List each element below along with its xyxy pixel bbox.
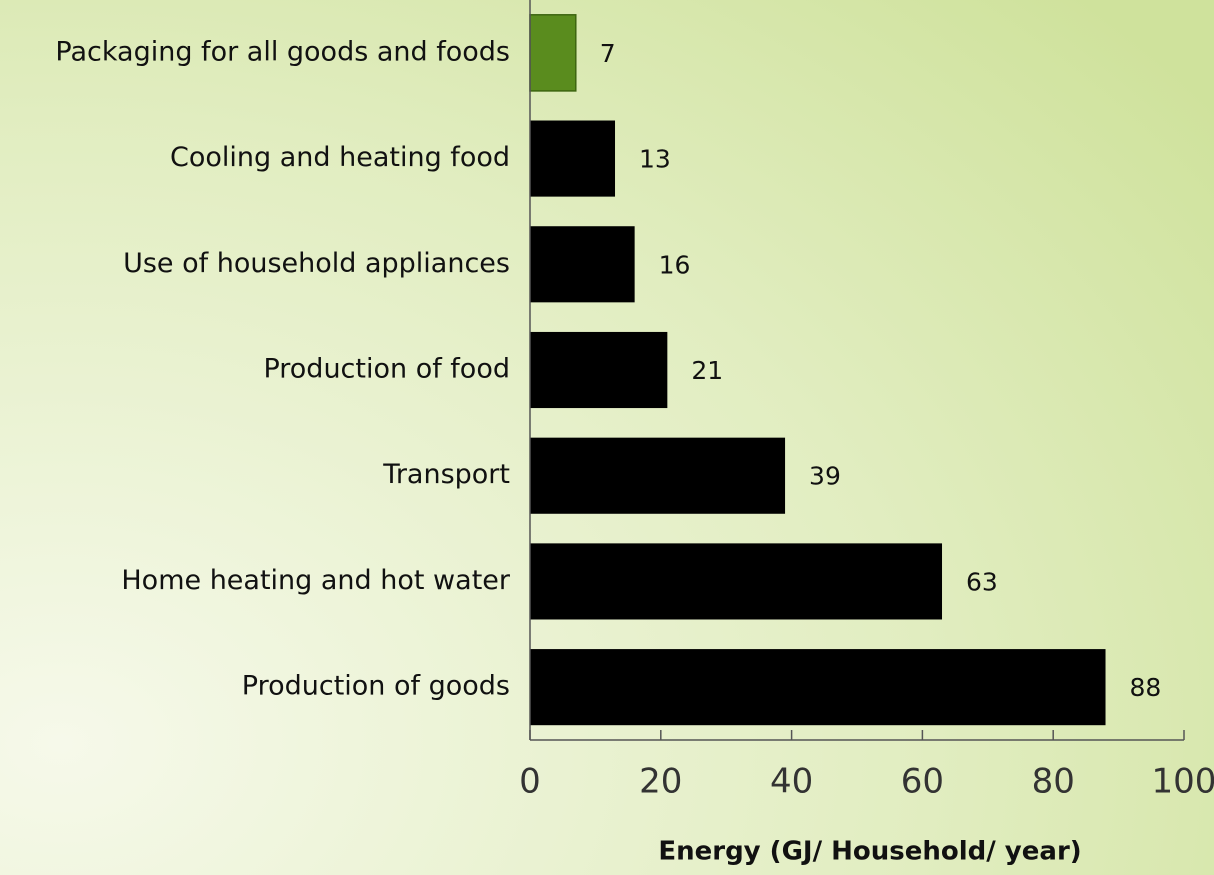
bar	[529, 14, 577, 92]
y-tick-label: Production of food	[263, 354, 510, 385]
y-tick-label: Home heating and hot water	[121, 565, 511, 596]
x-tick-label: 60	[901, 762, 944, 802]
value-label: 88	[1130, 673, 1162, 702]
x-tick-label: 40	[770, 762, 813, 802]
value-label: 39	[809, 462, 841, 491]
y-tick-label: Production of goods	[242, 671, 510, 702]
x-axis-label: Energy (GJ/ Household/ year)	[658, 837, 1081, 867]
y-tick-label: Packaging for all goods and foods	[55, 36, 510, 67]
bar	[530, 331, 668, 409]
bar	[530, 120, 616, 197]
x-tick-label: 20	[639, 762, 682, 802]
value-label: 63	[966, 567, 998, 596]
x-tick-label: 100	[1152, 762, 1214, 802]
y-tick-label: Cooling and heating food	[170, 142, 510, 173]
bar	[530, 226, 635, 303]
value-label: 13	[639, 145, 671, 174]
y-tick-label: Use of household appliances	[123, 248, 510, 279]
value-label: 16	[659, 250, 691, 279]
value-label: 21	[691, 356, 723, 385]
y-tick-label: Transport	[382, 459, 510, 490]
bar	[530, 543, 943, 620]
bar	[530, 437, 786, 514]
bar	[530, 649, 1106, 726]
x-tick-label: 0	[519, 762, 541, 802]
value-label: 7	[600, 39, 616, 68]
x-tick-label: 80	[1032, 762, 1075, 802]
